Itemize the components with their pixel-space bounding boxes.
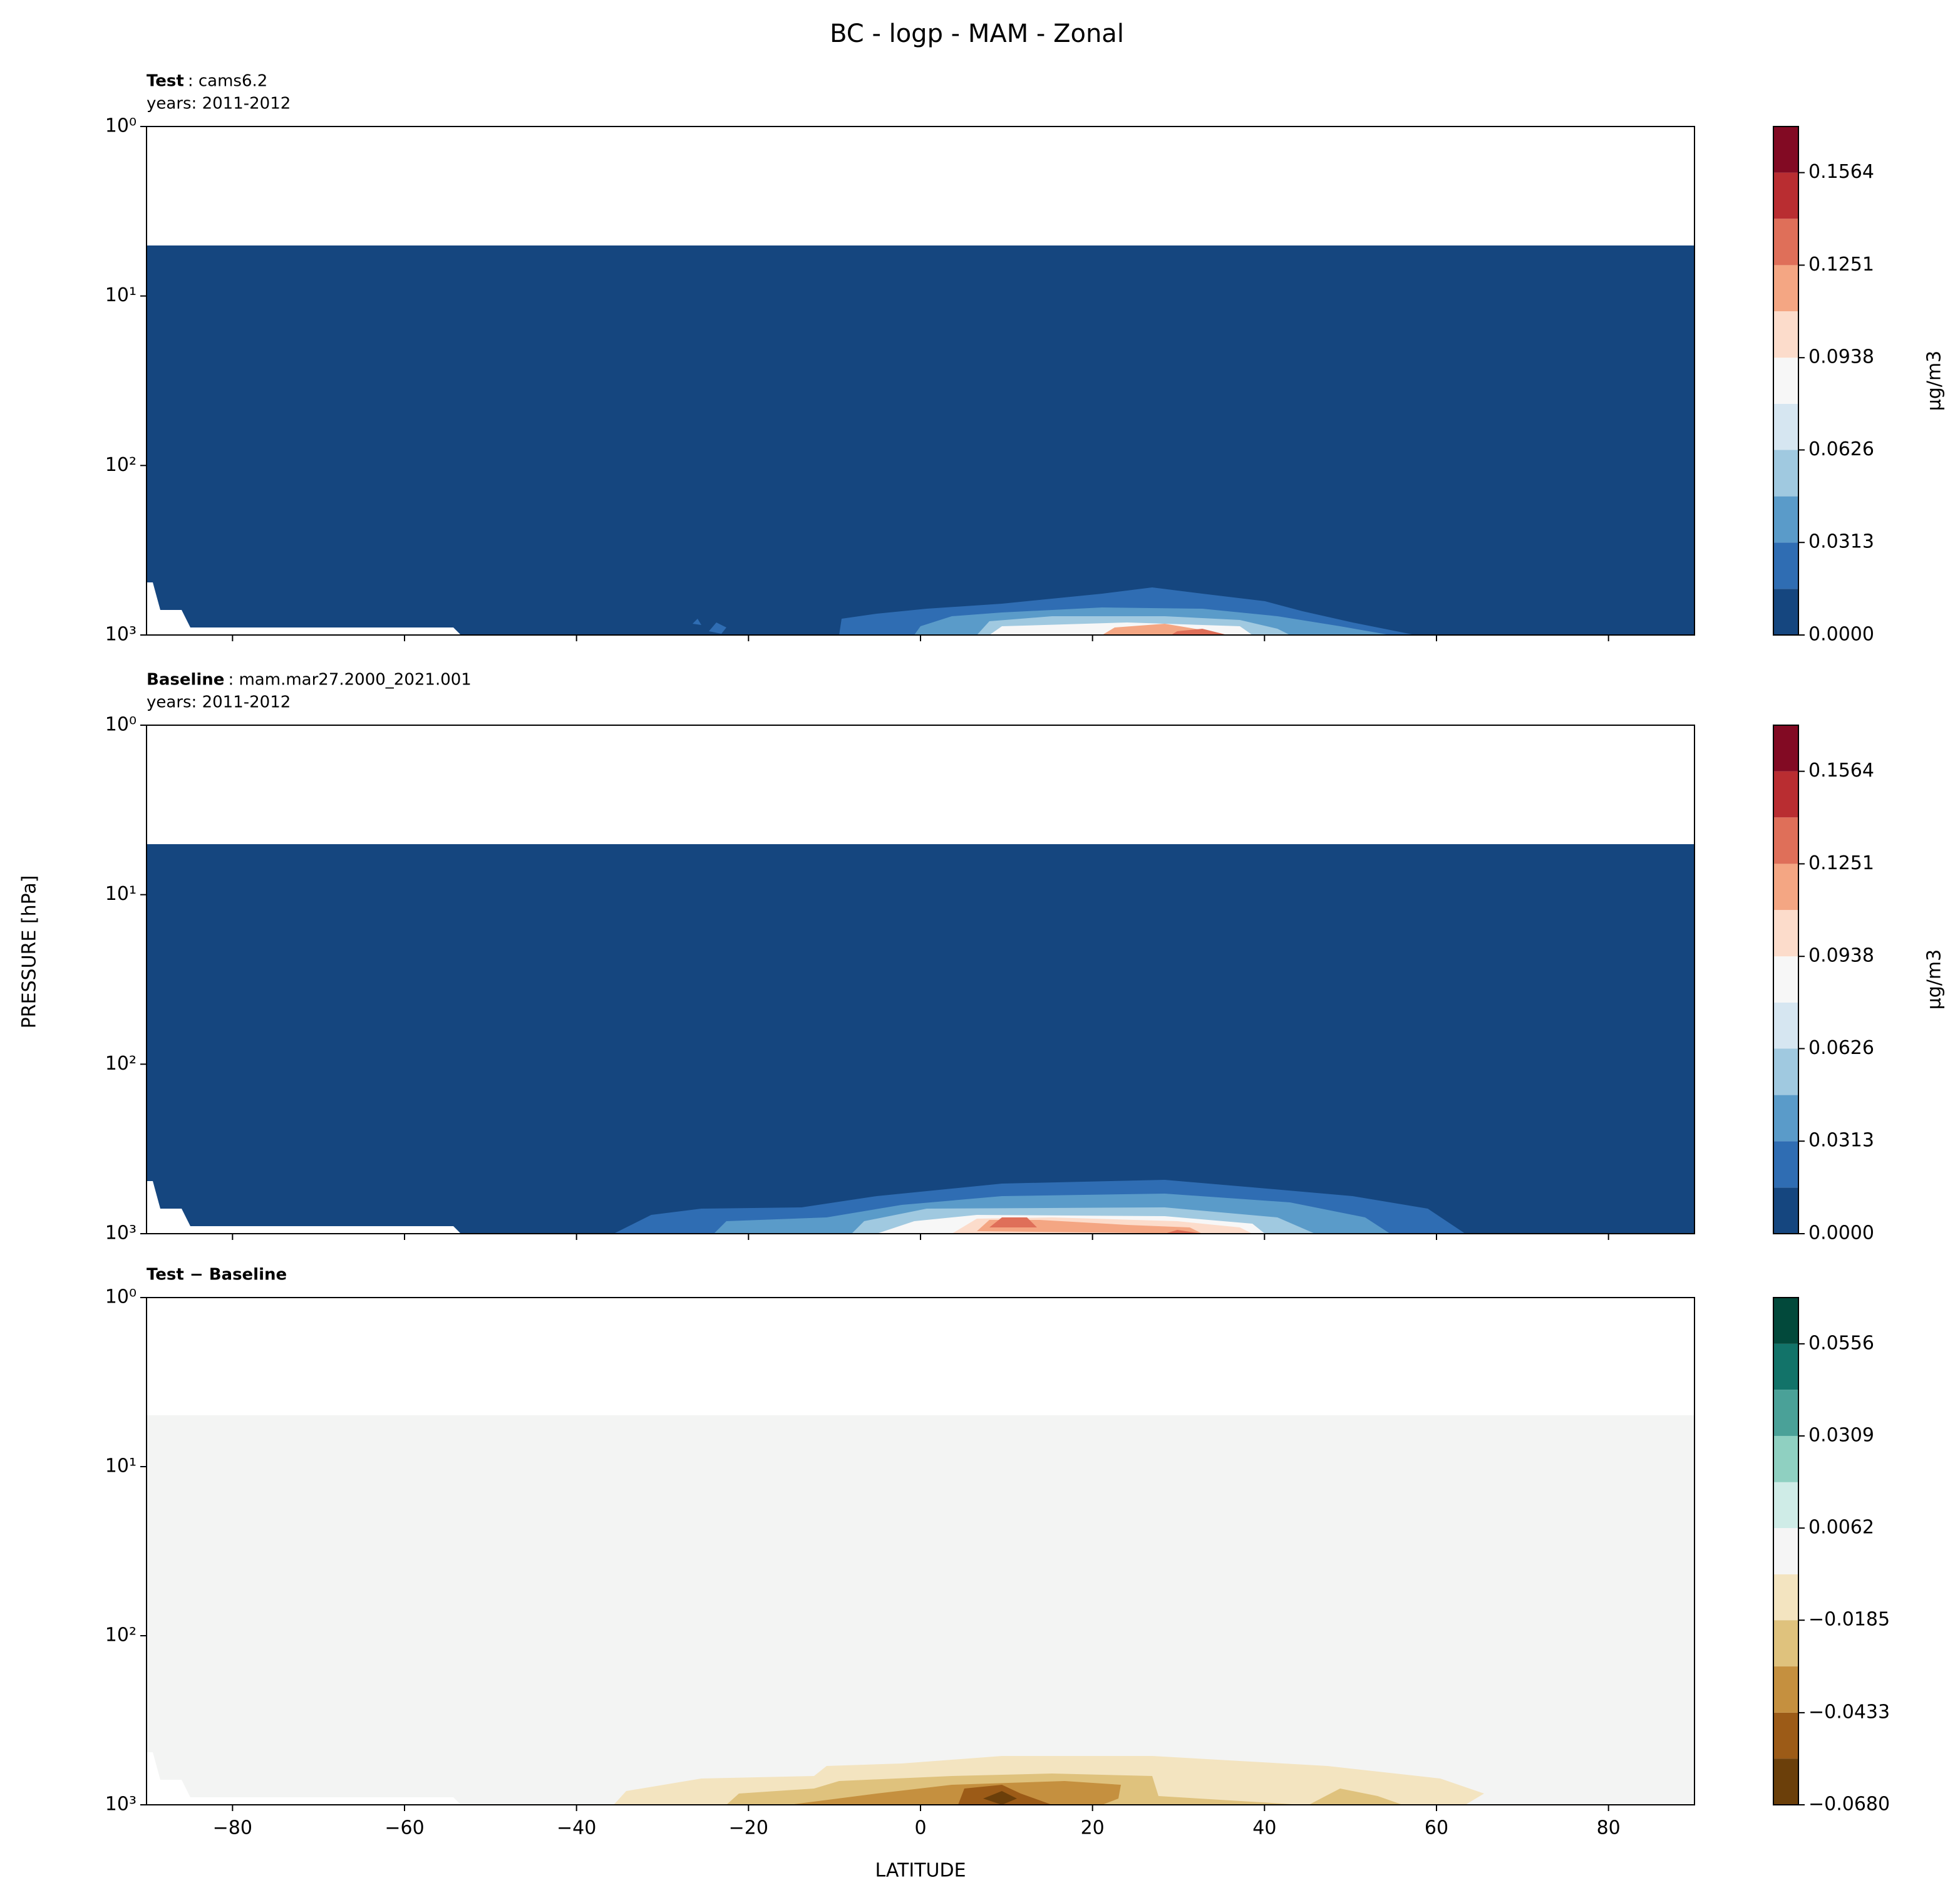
x-tick-label: 20 — [1081, 1817, 1105, 1839]
panel-label-bold: Test − Baseline — [147, 1266, 287, 1284]
colorbar-tick-label: 0.0938 — [1808, 945, 1874, 967]
colorbar-frame — [1773, 1297, 1799, 1805]
x-tick-label: 0 — [914, 1817, 926, 1839]
colorbar-band — [1773, 542, 1798, 589]
x-tick-label: 60 — [1425, 1817, 1448, 1839]
colorbar-tick-label: 0.0626 — [1808, 1037, 1874, 1059]
figure-title: BC - logp - MAM - Zonal — [830, 19, 1124, 48]
colorbar-band — [1773, 1095, 1798, 1142]
colorbar-band — [1773, 589, 1798, 635]
y-tick-label: 10³ — [105, 1222, 137, 1244]
colorbar-band — [1773, 1002, 1798, 1049]
colorbar-tick-label: 0.1251 — [1808, 852, 1874, 874]
colorbar-band — [1773, 1528, 1798, 1574]
colorbar-band — [1773, 126, 1798, 173]
colorbar-band — [1773, 1390, 1798, 1436]
x-tick-label: −60 — [384, 1817, 424, 1839]
x-tick-label: −40 — [557, 1817, 596, 1839]
colorbar-band — [1773, 1298, 1798, 1344]
colorbar-tick-label: 0.0000 — [1808, 1222, 1874, 1244]
colorbar-band — [1773, 1343, 1798, 1390]
colorbar-tick-label: 0.0556 — [1808, 1332, 1874, 1354]
colorbar-band — [1773, 1758, 1798, 1805]
colorbar-band — [1773, 771, 1798, 818]
y-tick-label: 10² — [105, 454, 137, 476]
y-tick-label: 10¹ — [105, 883, 137, 905]
colorbar-frame — [1773, 126, 1799, 636]
colorbar-tick-label: −0.0433 — [1808, 1701, 1890, 1723]
colorbar-band — [1773, 864, 1798, 911]
colorbar-tick-label: 0.1251 — [1808, 254, 1874, 276]
panel-label: : mam.mar27.2000_2021.001 — [228, 671, 471, 689]
colorbar-band — [1773, 1048, 1798, 1095]
x-axis-label: LATITUDE — [875, 1860, 966, 1882]
colorbar-tick-label: 0.1564 — [1808, 760, 1874, 782]
colorbar-band — [1773, 172, 1798, 219]
contour-fills — [147, 245, 1694, 1805]
panel-label-bold: Baseline — [147, 671, 224, 689]
x-tick-label: 40 — [1252, 1817, 1276, 1839]
colorbar-band — [1773, 1574, 1798, 1621]
y-tick-label: 10² — [105, 1624, 137, 1646]
colorbar-label: μg/m3 — [1924, 949, 1946, 1010]
colorbar-tick-label: −0.0680 — [1808, 1794, 1890, 1815]
colorbar-band — [1773, 450, 1798, 497]
colorbar-band — [1773, 403, 1798, 450]
colorbar-label: μg/m3 — [1924, 351, 1946, 411]
panel-label-bold: Test — [147, 72, 184, 91]
colorbar-band — [1773, 956, 1798, 1003]
x-tick-label: −80 — [213, 1817, 252, 1839]
colorbar-band — [1773, 358, 1798, 404]
colorbar-band — [1773, 1666, 1798, 1713]
colorbar-band — [1773, 725, 1798, 772]
colorbar-tick-label: 0.0313 — [1808, 531, 1874, 553]
colorbar-band — [1773, 1482, 1798, 1529]
panel-years: years: 2011-2012 — [147, 693, 291, 712]
colorbar-band — [1773, 1187, 1798, 1234]
y-tick-label: 10² — [105, 1053, 137, 1075]
y-tick-label: 10¹ — [105, 1455, 137, 1477]
colorbar-band — [1773, 1435, 1798, 1482]
colorbar-band — [1773, 219, 1798, 266]
panel-years: years: 2011-2012 — [147, 95, 291, 113]
colorbar-tick-label: 0.0309 — [1808, 1424, 1874, 1446]
colorbar-band — [1773, 265, 1798, 312]
y-tick-label: 10⁰ — [105, 1286, 137, 1308]
colorbar-band — [1773, 311, 1798, 358]
colorbar-frame — [1773, 725, 1799, 1234]
colorbar-band — [1773, 496, 1798, 543]
y-tick-label: 10⁰ — [105, 115, 137, 137]
panel-label: : cams6.2 — [188, 72, 267, 91]
colorbar-tick-label: 0.0626 — [1808, 438, 1874, 460]
colorbar-band — [1773, 910, 1798, 957]
colorbar-tick-label: 0.0938 — [1808, 346, 1874, 368]
colorbar-tick-label: 0.0313 — [1808, 1130, 1874, 1152]
colorbar-tick-label: 0.0000 — [1808, 624, 1874, 646]
y-tick-label: 10³ — [105, 1794, 137, 1815]
colorbar-tick-label: 0.0062 — [1808, 1517, 1874, 1539]
y-tick-label: 10³ — [105, 624, 137, 646]
colorbar-band — [1773, 1141, 1798, 1188]
x-tick-label: 80 — [1597, 1817, 1621, 1839]
y-axis-label: PRESSURE [hPa] — [19, 875, 41, 1029]
x-tick-label: −20 — [729, 1817, 768, 1839]
colorbar-band — [1773, 1620, 1798, 1667]
colorbar-tick-label: −0.0185 — [1808, 1609, 1890, 1631]
colorbar-band — [1773, 1712, 1798, 1759]
colorbar-band — [1773, 817, 1798, 864]
colorbar-tick-label: 0.1564 — [1808, 161, 1874, 183]
y-tick-label: 10¹ — [105, 284, 137, 306]
y-tick-label: 10⁰ — [105, 714, 137, 736]
